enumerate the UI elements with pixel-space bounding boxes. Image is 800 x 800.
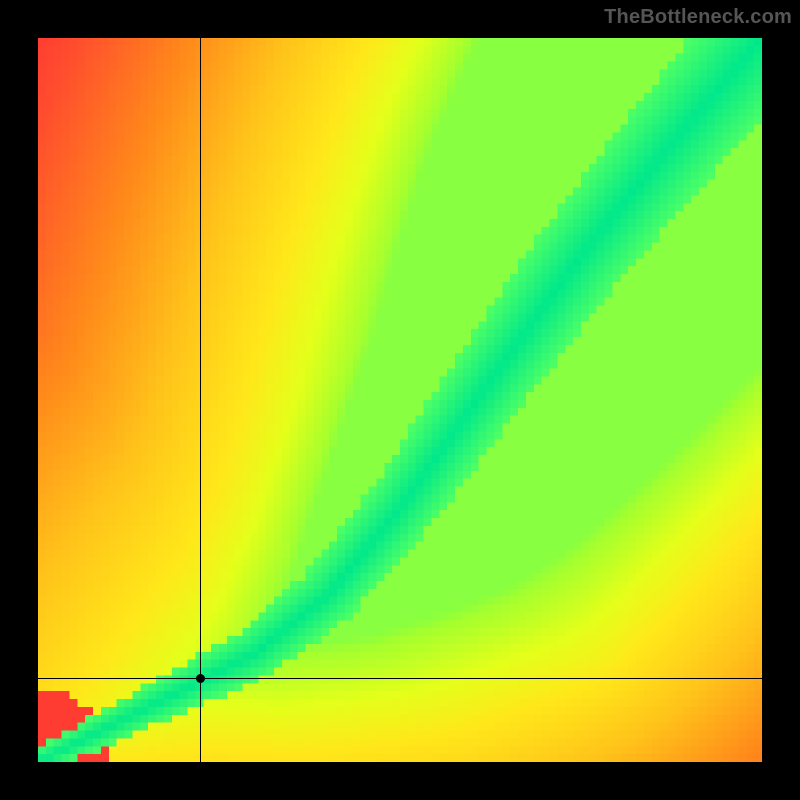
figure-container: TheBottleneck.com (0, 0, 800, 800)
crosshair-vertical (200, 38, 201, 762)
bottleneck-heatmap (38, 38, 762, 762)
watermark-label: TheBottleneck.com (604, 6, 792, 29)
crosshair-horizontal (38, 678, 762, 679)
